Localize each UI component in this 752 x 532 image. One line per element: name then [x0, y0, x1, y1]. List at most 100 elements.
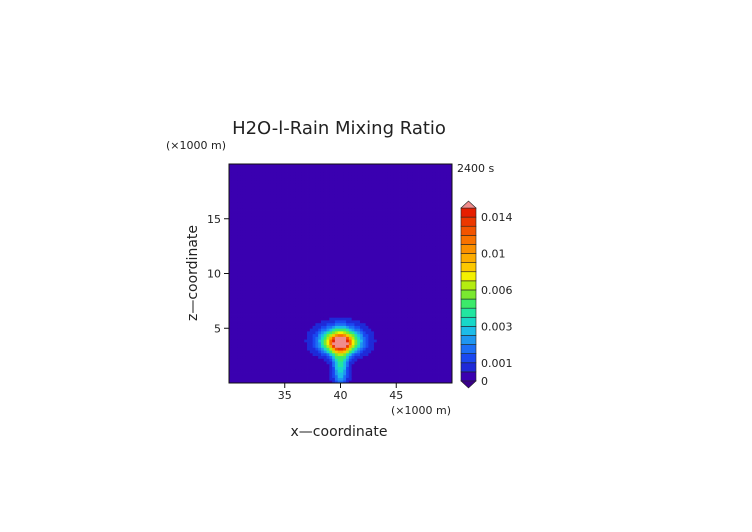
heatmap-cell [309, 205, 314, 209]
heatmap-cell [348, 199, 353, 203]
heatmap-cell [287, 185, 291, 190]
heatmap-cell [382, 350, 386, 354]
heatmap-cell [393, 287, 397, 291]
heatmap-cell [265, 289, 269, 294]
heatmap-cell [304, 185, 308, 190]
heatmap-cell [315, 205, 319, 209]
heatmap-cell [368, 303, 372, 307]
heatmap-cell [329, 243, 333, 247]
heatmap-cell [293, 298, 297, 302]
heatmap-cell [396, 174, 400, 179]
heatmap-cell [393, 270, 397, 274]
heatmap-cell [242, 224, 247, 228]
heatmap-cell [318, 194, 322, 198]
heatmap-cell [376, 325, 380, 329]
heatmap-cell [270, 169, 274, 173]
heatmap-cell [279, 185, 283, 190]
heatmap-cell [245, 246, 249, 250]
heatmap-cell [332, 185, 336, 190]
heatmap-cell [251, 188, 255, 192]
heatmap-cell [376, 380, 380, 384]
heatmap-cell [237, 216, 241, 220]
heatmap-cell [254, 259, 258, 263]
heatmap-cell [362, 199, 366, 203]
heatmap-cell [332, 333, 336, 337]
heatmap-cell [346, 270, 350, 274]
heatmap-cell [368, 314, 372, 318]
heatmap-cell [337, 185, 341, 190]
heatmap-cell [393, 276, 397, 280]
heatmap-cell [290, 205, 294, 209]
heatmap-cell [365, 224, 369, 228]
heatmap-cell [393, 235, 397, 239]
heatmap-cell [326, 320, 330, 324]
heatmap-cell [307, 180, 311, 184]
heatmap-cell [265, 166, 269, 170]
heatmap-cell [245, 183, 249, 187]
heatmap-cell [276, 372, 280, 376]
heatmap-cell [396, 330, 400, 335]
heatmap-cell [245, 199, 249, 203]
heatmap-cell [371, 306, 375, 310]
heatmap-cell [301, 216, 305, 220]
heatmap-cell [273, 295, 277, 299]
heatmap-cell [268, 270, 272, 274]
heatmap-cell [304, 254, 308, 258]
heatmap-cell [320, 341, 325, 346]
heatmap-cell [329, 341, 333, 346]
heatmap-cell [273, 309, 277, 313]
heatmap-cell [357, 205, 361, 209]
heatmap-cell [284, 374, 288, 378]
heatmap-cell [262, 347, 266, 351]
heatmap-cell [259, 374, 263, 378]
heatmap-cell [237, 251, 241, 255]
heatmap-cell [323, 303, 327, 307]
heatmap-cell [254, 194, 258, 198]
heatmap-cell [357, 202, 361, 206]
heatmap-cell [234, 339, 238, 343]
heatmap-cell [251, 330, 255, 335]
heatmap-cell [293, 213, 297, 217]
heatmap-cell [284, 325, 288, 329]
heatmap-cell [284, 205, 288, 209]
heatmap-cell [354, 341, 358, 346]
heatmap-cell [262, 169, 266, 173]
heatmap-cell [323, 183, 327, 187]
heatmap-cell [382, 268, 386, 272]
heatmap-cell [265, 191, 269, 195]
heatmap-cell [245, 180, 249, 184]
heatmap-cell [298, 361, 302, 365]
heatmap-cell [229, 300, 233, 305]
heatmap-cell [340, 317, 344, 321]
heatmap-cell [334, 224, 339, 228]
heatmap-cell [259, 164, 263, 168]
heatmap-cell [298, 205, 302, 209]
heatmap-cell [320, 202, 325, 206]
heatmap-cell [354, 188, 358, 192]
heatmap-cell [320, 166, 325, 170]
heatmap-cell [251, 210, 255, 214]
heatmap-cell [318, 273, 322, 277]
heatmap-cell [245, 202, 249, 206]
heatmap-cell [276, 298, 280, 302]
heatmap-cell [396, 172, 400, 176]
heatmap-cell [343, 265, 347, 269]
heatmap-cell [379, 355, 383, 359]
heatmap-cell [399, 180, 403, 184]
heatmap-cell [320, 333, 325, 337]
heatmap-cell [334, 336, 339, 340]
heatmap-cell [346, 328, 350, 332]
heatmap-cell [343, 183, 347, 187]
heatmap-cell [329, 300, 333, 305]
heatmap-cell [362, 278, 366, 283]
heatmap-cell [248, 355, 252, 359]
heatmap-cell [385, 361, 389, 365]
heatmap-cell [387, 232, 392, 236]
heatmap-cell [320, 248, 325, 252]
heatmap-cell [326, 295, 330, 299]
heatmap-cell [376, 191, 380, 195]
heatmap-cell [237, 243, 241, 247]
heatmap-cell [234, 180, 238, 184]
heatmap-cell [334, 377, 339, 381]
heatmap-cell [393, 265, 397, 269]
